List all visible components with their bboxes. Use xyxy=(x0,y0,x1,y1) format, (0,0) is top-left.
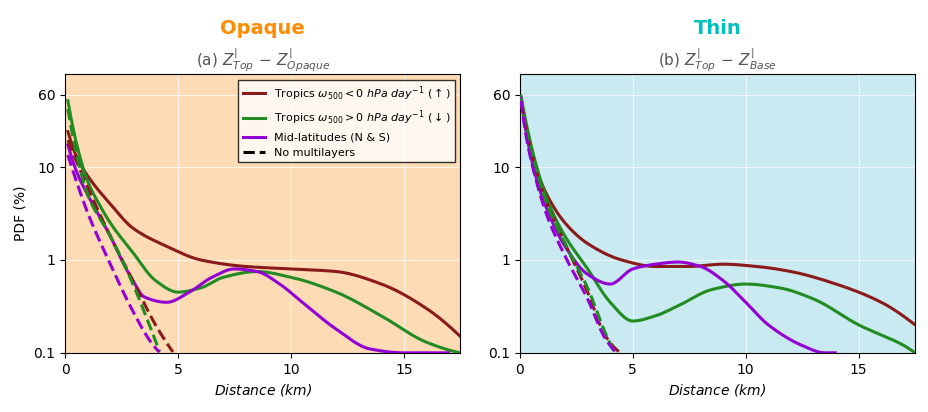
Text: Opaque: Opaque xyxy=(220,19,304,38)
Y-axis label: PDF (%): PDF (%) xyxy=(14,186,28,241)
Text: Thin: Thin xyxy=(693,19,741,38)
Title: (b) $Z_{Top}^{|}\,-\,Z_{Base}^{|}$: (b) $Z_{Top}^{|}\,-\,Z_{Base}^{|}$ xyxy=(657,47,776,74)
Title: (a) $Z_{Top}^{|}\,-\,Z_{Opaque}^{|}$: (a) $Z_{Top}^{|}\,-\,Z_{Opaque}^{|}$ xyxy=(196,47,329,74)
X-axis label: Distance ($km$): Distance ($km$) xyxy=(668,382,766,398)
Legend: Tropics $\omega_{500}<0\ hPa\ day^{-1}$ ($\uparrow$), Tropics $\omega_{500}>0\ h: Tropics $\omega_{500}<0\ hPa\ day^{-1}$ … xyxy=(238,80,455,162)
X-axis label: Distance ($km$): Distance ($km$) xyxy=(213,382,312,398)
